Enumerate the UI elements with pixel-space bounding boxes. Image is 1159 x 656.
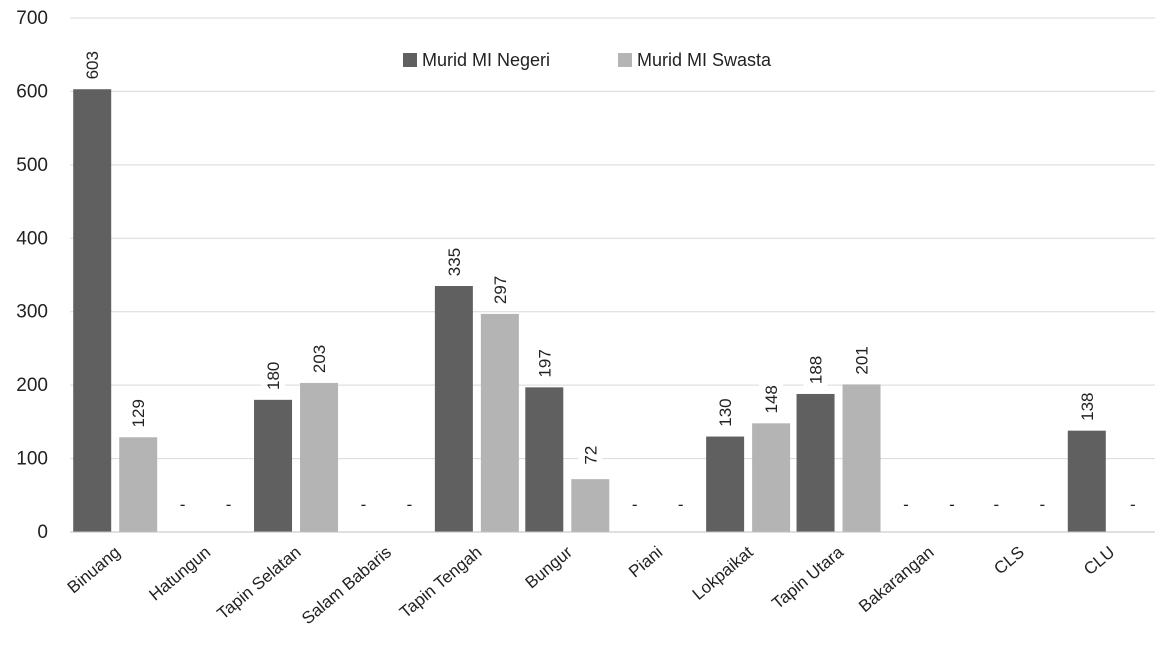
bar [571,479,610,532]
data-label-bg [487,270,512,309]
bar [119,437,158,532]
x-tick-label: CLU [1080,543,1118,579]
x-tick-label: Tapin Utara [768,542,847,613]
y-tick-label: 0 [37,522,48,543]
data-label-dash: - [949,495,955,514]
data-label: 129 [129,399,148,427]
data-label-group: 201 [849,341,874,380]
bar [73,89,112,533]
x-tick-label: Salam Babaris [298,543,395,629]
x-tick-label: Binuang [64,543,124,598]
x-tick-label: Lokpaikat [689,542,757,604]
data-label-bg [80,46,105,85]
data-label: 201 [853,346,872,374]
x-tick-label: Bungur [522,542,576,592]
y-axis: 0 100 200 300 400 500 600 700 [16,8,48,543]
x-tick-label: Tapin Selatan [213,543,304,624]
x-tick-label: Bakarangan [855,543,937,616]
bar [480,313,519,532]
data-label-dash: - [994,495,1000,514]
x-tick-label: Hatungun [145,543,214,605]
data-label-group: 130 [713,393,738,432]
data-label-dash: - [678,495,684,514]
data-label-dash: - [407,495,413,514]
y-tick-label: 500 [16,155,48,176]
data-label-bg [849,341,874,380]
data-label-dash: - [903,495,909,514]
data-label-bg [713,393,738,432]
x-tick-label: CLS [990,543,1028,579]
legend-swatch [618,53,632,67]
data-label-dash: - [226,495,232,514]
data-label-dash: - [632,495,638,514]
data-label-dash: - [1040,495,1046,514]
bar [706,436,745,532]
y-tick-label: 700 [16,8,48,29]
data-label-group: 129 [126,394,151,433]
data-label: 72 [581,446,600,465]
bar [525,387,564,532]
data-label: 603 [83,51,102,79]
data-label: 148 [762,385,781,413]
data-label: 188 [807,356,826,384]
data-label-group: 72 [578,441,603,470]
data-label-group: 203 [307,339,332,378]
data-label-group: 335 [441,243,466,282]
data-label-group: 197 [532,344,557,383]
bars [73,89,1106,533]
legend-swatch [403,53,417,67]
data-label-bg [578,441,603,470]
data-label: 138 [1078,392,1097,420]
data-label-bg [441,243,466,282]
bar [796,393,835,532]
y-tick-label: 200 [16,375,48,396]
data-label-group: 297 [487,270,512,309]
data-label-dash: - [1130,495,1136,514]
x-tick-label: Piani [625,543,666,582]
data-label-group: 603 [80,46,105,85]
bar [254,399,293,532]
data-label-bg [261,356,286,395]
bar [434,286,473,532]
data-label-bg [1074,387,1099,426]
data-label-group: 188 [803,350,828,389]
data-labels: 603 129 - - 180 203 - - 335 297 197 72 - - 130 148 188 20… [80,46,1136,514]
legend: Murid MI Negeri Murid MI Swasta [403,50,772,70]
y-tick-label: 300 [16,302,48,323]
x-tick-label: Tapin Tengah [396,543,485,622]
bar [300,382,339,532]
bar [842,384,881,532]
data-label: 180 [264,362,283,390]
y-tick-label: 100 [16,449,48,470]
data-label-dash: - [180,495,186,514]
data-label: 203 [310,345,329,373]
data-label: 297 [491,276,510,304]
y-tick-label: 400 [16,228,48,249]
data-label: 335 [445,248,464,276]
bar [752,423,791,532]
data-label: 130 [716,398,735,426]
data-label-group: 180 [261,356,286,395]
y-tick-label: 600 [16,81,48,102]
data-label-bg [803,350,828,389]
data-label-group: 138 [1074,387,1099,426]
data-label-bg [307,339,332,378]
legend-label: Murid MI Negeri [422,50,550,70]
gridlines [70,17,1155,460]
data-label: 197 [535,349,554,377]
data-label-dash: - [361,495,367,514]
bar [1067,430,1106,532]
data-label-group: 148 [759,380,784,419]
legend-label: Murid MI Swasta [637,50,772,70]
data-label-bg [532,344,557,383]
data-label-bg [759,380,784,419]
data-label-bg [126,394,151,433]
